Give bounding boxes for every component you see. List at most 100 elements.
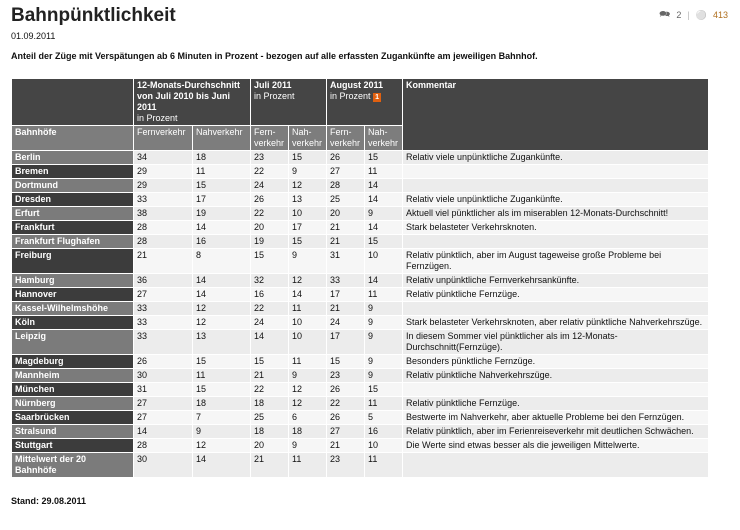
comment-cell: Relativ pünktliche Fernzüge. (402, 396, 709, 411)
value-cell: 20 (250, 438, 290, 453)
header-comment: Kommentar (402, 78, 709, 151)
value-cell: 18 (288, 424, 328, 439)
value-cell: 31 (133, 382, 193, 397)
value-cell: 24 (250, 315, 290, 330)
article-meta: 🗪 2 | ⚪ 413 (659, 7, 728, 23)
content: 12-Monats-Durchschnitt von Juli 2010 bis… (11, 78, 709, 506)
value-cell: 21 (326, 220, 366, 235)
table-row: Stuttgart 28 12 20 9 21 10 Die Werte sind etwas… (11, 438, 709, 453)
value-cell: 11 (364, 452, 404, 478)
value-cell: 23 (326, 368, 366, 383)
table-row: Dortmund 29 15 24 12 28 14 (11, 178, 709, 193)
station-name: Frankfurt (11, 220, 134, 235)
value-cell: 26 (133, 354, 193, 369)
value-cell: 28 (326, 178, 366, 193)
value-cell: 26 (326, 410, 366, 425)
comment-cell: Relativ pünktlich, aber im Ferienreiseve… (402, 424, 709, 439)
value-cell: 12 (288, 273, 328, 288)
table-row: Frankfurt Flughafen 28 16 19 15 21 15 (11, 234, 709, 249)
value-cell: 10 (364, 438, 404, 453)
comment-cell: Relativ viele unpünktliche Zugankünfte. (402, 192, 709, 207)
value-cell: 29 (133, 178, 193, 193)
value-cell: 14 (250, 329, 290, 355)
value-cell: 14 (133, 424, 193, 439)
station-name: Berlin (11, 150, 134, 165)
comments-count[interactable]: 2 (676, 10, 682, 20)
value-cell: 28 (133, 438, 193, 453)
value-cell: 26 (250, 192, 290, 207)
station-name: Kassel-Wilhelmshöhe (11, 301, 134, 316)
station-name: Hamburg (11, 273, 134, 288)
comment-cell: Relativ pünktliche Nahverkehrszüge. (402, 368, 709, 383)
value-cell: 14 (364, 273, 404, 288)
station-name: Mittelwert der 20 Bahnhöfe (11, 452, 134, 478)
value-cell: 36 (133, 273, 193, 288)
value-cell: 23 (250, 150, 290, 165)
value-cell: 9 (364, 368, 404, 383)
table-row: Dresden 33 17 26 13 25 14 Relativ viele unpünkt… (11, 192, 709, 207)
station-name: Stralsund (11, 424, 134, 439)
value-cell: 9 (364, 354, 404, 369)
value-cell: 10 (288, 206, 328, 221)
value-cell: 9 (364, 206, 404, 221)
comment-cell (402, 382, 709, 397)
table-row: Stralsund 14 9 18 18 27 16 Relativ pünktlich, a… (11, 424, 709, 439)
header-august-2011: August 2011 in Prozent 1 (326, 78, 404, 126)
value-cell: 12 (288, 382, 328, 397)
value-cell: 14 (288, 287, 328, 302)
table-row: Magdeburg 26 15 15 11 15 9 Besonders pünktliche… (11, 354, 709, 369)
value-cell: 7 (191, 410, 252, 425)
value-cell: 22 (326, 396, 366, 411)
comment-cell: Relativ pünktlich, aber im August tagewe… (402, 248, 709, 274)
table-row: Hamburg 36 14 32 12 33 14 Relativ unpünktliche … (11, 273, 709, 288)
value-cell: 27 (326, 424, 366, 439)
value-cell: 31 (326, 248, 366, 274)
value-cell: 28 (133, 220, 193, 235)
value-cell: 15 (364, 382, 404, 397)
value-cell: 33 (133, 315, 193, 330)
value-cell: 9 (288, 368, 328, 383)
footnote-badge[interactable]: 1 (373, 93, 381, 102)
value-cell: 10 (364, 248, 404, 274)
value-cell: 18 (250, 396, 290, 411)
table-row: Saarbrücken 27 7 25 6 26 5 Bestwerte im Nahverk… (11, 410, 709, 425)
value-cell: 16 (250, 287, 290, 302)
value-cell: 33 (133, 192, 193, 207)
value-cell: 33 (326, 273, 366, 288)
comment-cell: Relativ viele unpünktliche Zugankünfte. (402, 150, 709, 165)
comment-cell: Stark belasteter Verkehrsknoten, aber re… (402, 315, 709, 330)
value-cell: 33 (133, 329, 193, 355)
value-cell: 12 (191, 315, 252, 330)
value-cell: 21 (250, 368, 290, 383)
value-cell: 14 (364, 178, 404, 193)
value-cell: 27 (133, 396, 193, 411)
value-cell: 28 (133, 234, 193, 249)
comment-cell: Relativ unpünktliche Fernverkehrsankünft… (402, 273, 709, 288)
value-cell: 14 (191, 220, 252, 235)
header-fern: Fernverkehr (133, 125, 193, 151)
value-cell: 19 (191, 206, 252, 221)
header-12-month-average: 12-Monats-Durchschnitt von Juli 2010 bis… (132, 78, 252, 126)
data-date: Stand: 29.08.2011 (11, 496, 87, 506)
value-cell: 9 (288, 164, 328, 179)
table-row: Erfurt 38 19 22 10 20 9 Aktuell viel pünktliche… (11, 206, 709, 221)
value-cell: 21 (326, 301, 366, 316)
punctuality-table: 12-Monats-Durchschnitt von Juli 2010 bis… (11, 78, 709, 478)
value-cell: 11 (364, 287, 404, 302)
station-name: Köln (11, 315, 134, 330)
table-row: Nürnberg 27 18 18 12 22 11 Relativ pünktliche F… (11, 396, 709, 411)
comment-cell (402, 301, 709, 316)
value-cell: 11 (364, 164, 404, 179)
views-count: 413 (712, 10, 728, 20)
value-cell: 11 (191, 368, 252, 383)
comment-cell: Aktuell viel pünktlicher als im miserabl… (402, 206, 709, 221)
value-cell: 12 (288, 178, 328, 193)
value-cell: 9 (288, 248, 328, 274)
value-cell: 21 (250, 452, 290, 478)
table-row: Berlin 34 18 23 15 26 15 Relativ viele unpünktl… (11, 150, 709, 165)
comment-icon[interactable]: 🗪 (659, 9, 671, 19)
comment-cell: In diesem Sommer viel pünktlicher als im… (402, 329, 709, 355)
value-cell: 9 (364, 315, 404, 330)
table-row: München 31 15 22 12 26 15 (11, 382, 709, 397)
value-cell: 38 (133, 206, 193, 221)
